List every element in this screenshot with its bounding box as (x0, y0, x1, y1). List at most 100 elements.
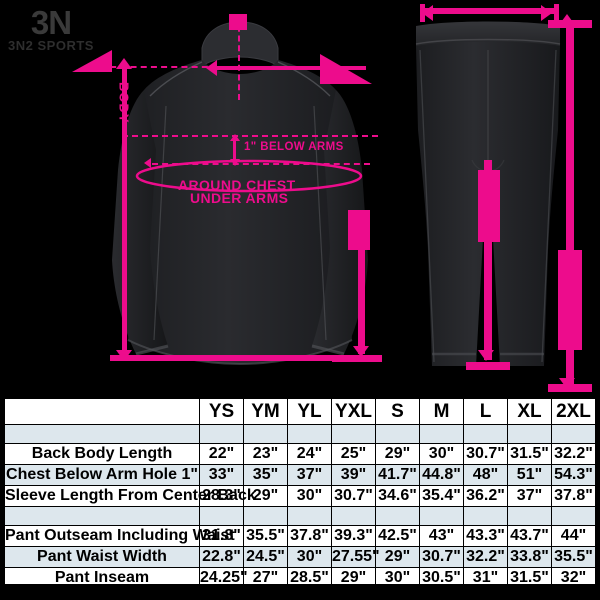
waist-width-arrow-right (541, 5, 552, 21)
size-header-ys: YS (199, 398, 244, 425)
cell-value: 43.7" (507, 525, 552, 547)
brand-logo: 3N 3N2 SPORTS (8, 6, 94, 58)
cell-value: 42.5" (375, 525, 420, 547)
size-header-yl: YL (287, 398, 332, 425)
around-chest-arrowhead (144, 158, 151, 168)
body-length-arrow-top (116, 58, 132, 69)
cell-value: 34.6" (375, 485, 420, 507)
size-table-container: YS YM YL YXL S M L XL 2XL (2, 396, 598, 589)
table-row: Pant Inseam 24.25" 27" 28.5" 29" 30" 30.… (4, 567, 596, 589)
cell-value: 39" (331, 464, 376, 486)
cell-value: 30" (419, 443, 464, 465)
cell-value: 28.3" (199, 485, 244, 507)
size-header-xl: XL (507, 398, 552, 425)
row-label: Pant Inseam (4, 567, 200, 589)
table-header-row: YS YM YL YXL S M L XL 2XL (4, 398, 596, 425)
cell-value: 25" (331, 443, 376, 465)
cell-value: 51" (507, 464, 552, 486)
inseam-line (484, 160, 492, 360)
row-label: Pant Waist Width (4, 546, 200, 568)
cell-value: 41.7" (375, 464, 420, 486)
brand-logo-wordmark: 3N2 SPORTS (8, 38, 94, 53)
cell-value: 29" (375, 546, 420, 568)
cell-value: 23" (243, 443, 288, 465)
waist-width-cap-right (554, 4, 559, 22)
table-row: Sleeve Length From Center Back 28.3" 29"… (4, 485, 596, 507)
outseam-arrow-bottom (559, 378, 575, 389)
table-row: Pant Waist Width 22.8" 24.5" 30" 27.55" … (4, 546, 596, 568)
cell-value: 24.5" (243, 546, 288, 568)
cell-value: 29" (331, 567, 376, 589)
sleeve-measure-line (358, 242, 365, 354)
around-chest-dashed-line (152, 163, 370, 165)
below-arms-arrow-bottom (230, 159, 240, 166)
sleeve-measure-upper-block (348, 210, 370, 250)
cell-value: 32" (551, 567, 596, 589)
inseam-upper-block (478, 170, 500, 242)
outseam-cap-bottom (548, 384, 592, 392)
cell-value: 24" (287, 443, 332, 465)
cell-value: 35.5" (551, 546, 596, 568)
cell-value: 30" (375, 567, 420, 589)
row-label: Back Body Length (4, 443, 200, 465)
cell-value: 30.7" (419, 546, 464, 568)
cell-value: 31.5" (507, 443, 552, 465)
below-arms-label: 1" BELOW ARMS (244, 141, 344, 153)
table-corner-cell (4, 398, 200, 425)
hem-baseline (110, 355, 372, 361)
outseam-arrow-top (559, 14, 575, 25)
jacket-illustration: BODY 1" BELOW ARMS AROUND CHEST UNDER AR… (72, 10, 382, 390)
cell-value: 37.8" (287, 525, 332, 547)
cell-value: 27" (243, 567, 288, 589)
outseam-line (566, 24, 574, 386)
cell-value: 54.3" (551, 464, 596, 486)
cell-value: 27.55" (331, 546, 380, 568)
around-chest-ellipse (135, 159, 363, 193)
brand-logo-mark: 3N (30, 4, 72, 41)
row-label: Chest Below Arm Hole 1" (4, 464, 200, 486)
cell-value: 24.25" (199, 567, 248, 589)
shoulder-marker-left (72, 50, 112, 72)
body-length-line (122, 68, 127, 356)
cell-value: 37" (287, 464, 332, 486)
table-row: Chest Below Arm Hole 1" 33" 35" 37" 39" … (4, 464, 596, 486)
cell-value: 28.5" (287, 567, 332, 589)
waist-width-arrow-left (422, 5, 433, 21)
cell-value: 31" (463, 567, 508, 589)
cell-value: 30.7" (331, 485, 376, 507)
cell-value: 22.8" (199, 546, 244, 568)
cell-value: 37" (507, 485, 552, 507)
size-header-yxl: YXL (331, 398, 376, 425)
cell-value: 39.3" (331, 525, 376, 547)
center-back-dashed-line (238, 16, 240, 100)
garment-diagram-area: 3N 3N2 SPORTS (8, 4, 592, 392)
cell-value: 43.3" (463, 525, 508, 547)
sleeve-measure-baseline (332, 355, 382, 362)
pants-illustration (408, 4, 592, 392)
cell-value: 43" (419, 525, 464, 547)
table-row: Pant Outseam Including Waist 31.8" 35.5"… (4, 525, 596, 547)
body-length-label: BODY (116, 82, 132, 124)
cell-value: 31.5" (507, 567, 552, 589)
cell-value: 33.8" (507, 546, 552, 568)
cell-value: 31.8" (199, 525, 244, 547)
outseam-lower-block (558, 250, 582, 350)
pants-svg (415, 21, 561, 366)
cell-value: 30.5" (419, 567, 464, 589)
below-arms-line (233, 139, 236, 161)
cell-value: 36.2" (463, 485, 508, 507)
inseam-cap-bottom (466, 362, 510, 370)
cell-value: 35.4" (419, 485, 464, 507)
cell-value: 32.2" (463, 546, 508, 568)
sleeve-length-arrowhead (206, 60, 217, 76)
size-table: YS YM YL YXL S M L XL 2XL (4, 398, 596, 589)
size-header-l: L (463, 398, 508, 425)
around-chest-label-line1: AROUND CHEST (178, 177, 296, 193)
cell-value: 29" (375, 443, 420, 465)
table-spacer-row-middle (4, 506, 596, 526)
size-header-ym: YM (243, 398, 288, 425)
size-header-s: S (375, 398, 420, 425)
sleeve-measure-arrow (353, 346, 369, 357)
sleeve-length-line (216, 66, 366, 70)
